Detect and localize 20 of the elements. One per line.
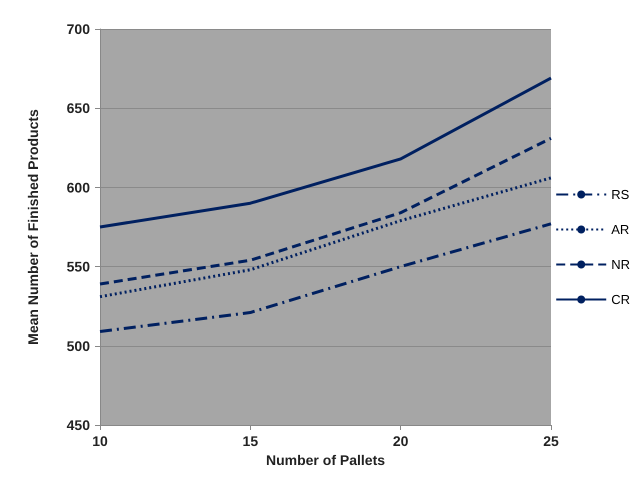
- legend-label: AR: [611, 222, 630, 237]
- y-tick-label: 500: [66, 338, 90, 354]
- y-tick-label: 650: [66, 100, 90, 116]
- line-series: [98, 136, 552, 286]
- y-tick-label: 700: [66, 21, 90, 37]
- legend-label: RS: [611, 187, 630, 202]
- legend-label: CR: [611, 292, 630, 307]
- x-tick-label: 15: [242, 433, 258, 449]
- x-tick-label: 25: [543, 433, 559, 449]
- legend-label: NR: [611, 257, 630, 272]
- line-series: [98, 176, 552, 298]
- line-series: [98, 76, 552, 228]
- x-tick-label: 10: [92, 433, 108, 449]
- y-tick-label: 600: [66, 179, 90, 196]
- y-tick-label: 450: [66, 417, 90, 433]
- line-series: [98, 222, 552, 334]
- x-axis-title: Number of Pallets: [266, 452, 386, 468]
- y-tick-label: 550: [66, 258, 90, 275]
- x-tick-label: 20: [392, 433, 409, 449]
- y-axis-title: Mean Number of Finished Products: [25, 108, 41, 345]
